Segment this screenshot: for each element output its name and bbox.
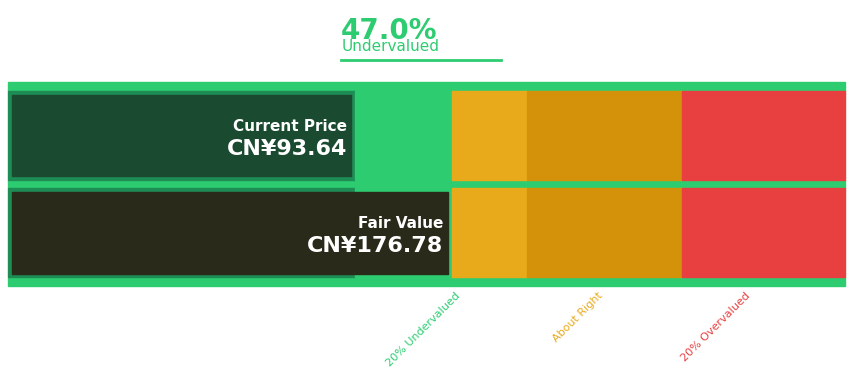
Bar	[527, 91, 681, 180]
Text: 20% Undervalued: 20% Undervalued	[384, 291, 462, 368]
Text: Current Price: Current Price	[233, 119, 347, 134]
Bar	[451, 91, 527, 180]
Bar	[527, 188, 681, 277]
Bar	[8, 91, 355, 180]
Text: 20% Overvalued: 20% Overvalued	[678, 291, 751, 363]
Bar	[681, 91, 844, 180]
Text: Undervalued: Undervalued	[341, 40, 439, 54]
Bar	[8, 277, 844, 286]
Bar	[451, 188, 527, 277]
Text: CN¥176.78: CN¥176.78	[307, 236, 443, 256]
Bar	[12, 192, 447, 274]
Bar	[8, 180, 844, 188]
Text: About Right: About Right	[550, 291, 604, 344]
Text: Fair Value: Fair Value	[358, 216, 443, 231]
Bar	[681, 188, 844, 277]
Bar	[8, 188, 355, 277]
Text: CN¥93.64: CN¥93.64	[227, 139, 347, 158]
Bar	[12, 95, 351, 176]
Bar	[8, 82, 844, 91]
Text: 47.0%: 47.0%	[341, 17, 437, 45]
Bar	[355, 91, 451, 180]
Bar	[355, 188, 451, 277]
